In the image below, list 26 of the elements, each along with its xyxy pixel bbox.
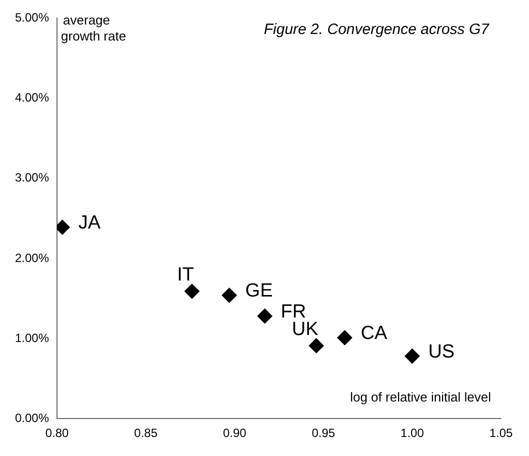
y-axis-title: average growth rate: [61, 12, 126, 44]
chart-title: Figure 2. Convergence across G7: [264, 20, 490, 38]
y-tick-label: 5.00%: [14, 10, 50, 25]
x-axis-title: log of relative initial level: [350, 390, 492, 405]
annotation: GE: [245, 280, 273, 302]
point: [337, 330, 352, 346]
y-tick-label: 1.00%: [14, 330, 50, 345]
x-tick-label: 0.85: [134, 426, 158, 440]
annotation: IT: [177, 264, 194, 286]
x-tick-label: 0.95: [312, 426, 336, 440]
x-tick-label: 0.80: [45, 426, 70, 440]
annotation: US: [428, 341, 455, 362]
y-tick-label: 4.00%: [14, 90, 50, 105]
point: [257, 308, 272, 324]
y-tick-label: 2.00%: [14, 250, 50, 265]
point: [222, 288, 237, 303]
x-tick-label: 1.00: [400, 426, 424, 440]
point: [184, 284, 200, 299]
x-tick-label: 0.90: [222, 426, 247, 440]
point: [308, 338, 324, 354]
x-tick-label: 1.05: [489, 426, 513, 440]
y-tick-label: 0.00%: [14, 410, 50, 425]
point: [404, 348, 420, 364]
annotation: CA: [360, 322, 388, 344]
y-tick-label: 3.00%: [14, 170, 50, 185]
annotation: JA: [78, 212, 101, 234]
